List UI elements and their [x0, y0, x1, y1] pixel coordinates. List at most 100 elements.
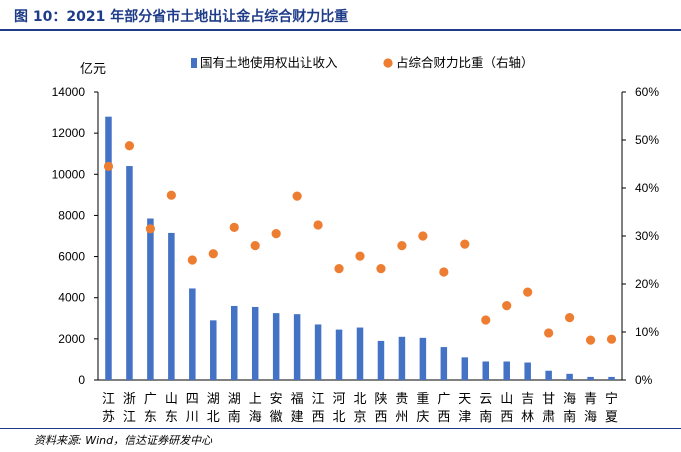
x-category-label-bottom: 西 — [500, 410, 513, 425]
scatter-point — [103, 161, 114, 171]
x-category-label-bottom: 东 — [165, 410, 178, 425]
legend-bar-swatch — [191, 58, 197, 68]
bar — [608, 376, 615, 380]
x-category-label-bottom: 南 — [563, 409, 576, 425]
x-category-label-bottom: 西 — [374, 410, 387, 425]
scatter-point — [124, 141, 135, 151]
scatter-point — [313, 220, 323, 230]
scatter-point — [355, 251, 365, 261]
bar — [587, 376, 594, 380]
scatter-point — [565, 313, 575, 323]
bar — [440, 347, 448, 380]
y-right-tick-label: 40% — [635, 181, 659, 195]
bar — [545, 370, 552, 380]
y-left-tick-label: 0 — [78, 373, 85, 387]
x-category-label-top: 上 — [249, 392, 262, 407]
combo-chart: 0 2000 4000 6000 8000 10000 12000 14000 0% 10% 20%… — [52, 55, 660, 425]
y-right-tick-label: 30% — [635, 229, 659, 243]
x-category-label-top: 河 — [333, 392, 346, 407]
title-divider — [0, 29, 681, 31]
x-category-label-top: 福 — [291, 392, 304, 407]
x-category-label-bottom: 东 — [144, 410, 157, 425]
x-category-label-top: 海 — [563, 392, 576, 407]
x-category-label-bottom: 北 — [207, 410, 220, 425]
x-category-label-bottom: 津 — [458, 410, 471, 425]
bar — [168, 232, 175, 380]
x-category-label-top: 广 — [437, 392, 450, 407]
x-category-label-bottom: 苏 — [102, 409, 115, 425]
scatter-point — [229, 222, 239, 232]
x-category-label-top: 重 — [416, 391, 429, 407]
bar — [524, 362, 531, 380]
x-category-label-top: 湖 — [207, 392, 220, 407]
x-category-label-top: 湖 — [228, 392, 241, 407]
scatter-point — [250, 241, 260, 251]
scatter-point — [460, 239, 470, 249]
y-left-tick-label: 2000 — [58, 332, 85, 346]
bar — [398, 336, 406, 380]
y-left-tick-label: 6000 — [58, 250, 85, 264]
scatter-point — [544, 328, 554, 338]
legend-point-label: 占综合财力比重（右轴） — [396, 55, 534, 70]
scatter-point — [606, 334, 617, 344]
x-category-label-bottom: 江 — [123, 410, 136, 425]
bar — [335, 329, 343, 380]
x-category-label-bottom: 肃 — [542, 410, 555, 425]
scatter-point — [397, 241, 407, 251]
legend-point-swatch — [383, 58, 393, 68]
x-category-label-top: 吉 — [521, 392, 534, 407]
figure-title-bar: 图 10：2021 年部分省市土地出让金占综合财力比重 — [0, 0, 681, 31]
x-category-label-bottom: 川 — [186, 410, 199, 425]
x-category-label-top: 山 — [165, 392, 178, 407]
y-right-tick-label: 20% — [635, 277, 659, 291]
y-left-tick-label: 10000 — [52, 167, 86, 181]
x-category-label-top: 北 — [353, 392, 366, 407]
x-category-label-bottom: 京 — [353, 410, 366, 425]
y-right-tick-label: 50% — [635, 133, 659, 147]
x-category-label-bottom: 南 — [228, 409, 241, 425]
y-left-tick-label: 4000 — [58, 291, 85, 305]
y-left-tick-label: 14000 — [52, 85, 86, 99]
scatter-point — [481, 315, 491, 325]
scatter-point — [523, 287, 533, 297]
bar — [272, 313, 280, 380]
bar — [293, 314, 301, 380]
x-category-label-bottom: 西 — [312, 410, 325, 425]
scatter-point — [166, 190, 176, 200]
x-category-label-top: 陕 — [374, 392, 387, 407]
y-left-tick-label: 12000 — [52, 126, 86, 140]
bar — [503, 361, 510, 380]
bar — [314, 324, 322, 380]
legend-bar-label: 国有土地使用权出让收入 — [200, 55, 338, 70]
bar — [482, 361, 490, 380]
x-category-label-bottom: 南 — [479, 409, 492, 425]
x-category-label-top: 浙 — [123, 392, 136, 407]
bar — [251, 306, 259, 380]
figure-title: 图 10：2021 年部分省市土地出让金占综合财力比重 — [14, 9, 349, 25]
y-right-tick-label: 0% — [635, 373, 653, 387]
scatter-point — [145, 224, 155, 234]
scatter-point — [208, 249, 218, 259]
x-category-label-top: 云 — [479, 392, 492, 407]
x-category-label-bottom: 庆 — [416, 410, 429, 425]
y-right-tick-label: 10% — [635, 325, 659, 339]
y-left-tick-label: 8000 — [58, 208, 85, 222]
x-category-label-bottom: 徽 — [270, 410, 283, 425]
x-category-label-top: 四 — [186, 392, 199, 407]
x-category-label-bottom: 夏 — [605, 410, 618, 425]
x-category-label-top: 甘 — [542, 392, 555, 407]
x-category-label-top: 广 — [144, 392, 157, 407]
bar — [356, 327, 364, 380]
bar — [126, 166, 133, 380]
scatter-point — [271, 229, 281, 239]
bar — [230, 305, 238, 380]
scatter-point — [585, 335, 596, 345]
bar — [377, 340, 385, 380]
x-category-label-bottom: 西 — [437, 410, 450, 425]
bar — [210, 320, 217, 380]
bar — [189, 288, 196, 380]
x-category-label-bottom: 建 — [291, 410, 304, 425]
scatter-point — [376, 264, 386, 274]
source-note: 资料来源: Wind，信达证券研发中心 — [34, 434, 213, 447]
scatter-point — [439, 267, 449, 277]
